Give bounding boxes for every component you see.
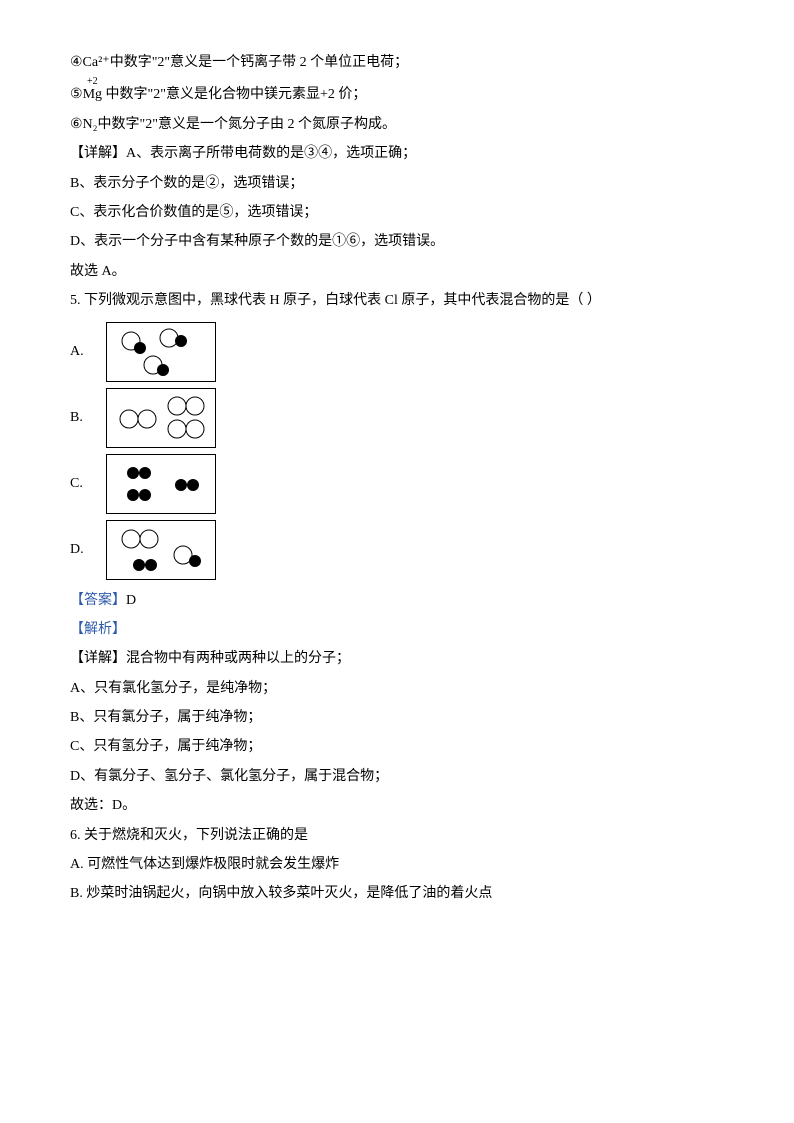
option-b-row: B. xyxy=(70,388,724,448)
option-d-row: D. xyxy=(70,520,724,580)
diagram-a xyxy=(106,322,216,382)
question-5: 5. 下列微观示意图中，黑球代表 H 原子，白球代表 Cl 原子，其中代表混合物… xyxy=(70,286,724,315)
diagram-c xyxy=(106,454,216,514)
text-line: C、只有氢分子，属于纯净物； xyxy=(70,732,724,761)
text-line: D、有氯分子、氢分子、氯化氢分子，属于混合物； xyxy=(70,762,724,791)
answer-label: 【答案】 xyxy=(70,593,126,608)
text: 中数字"2"意义是化合物中镁元素显+2 价； xyxy=(102,87,366,102)
text-line: ④Ca²⁺中数字"2"意义是一个钙离子带 2 个单位正电荷； xyxy=(70,48,724,77)
text-line: 【详解】混合物中有两种或两种以上的分子； xyxy=(70,644,724,673)
question-6: 6. 关于燃烧和灭火，下列说法正确的是 xyxy=(70,821,724,850)
option-a-row: A. xyxy=(70,322,724,382)
text-line: A、只有氯化氢分子，是纯净物； xyxy=(70,674,724,703)
option-a-label: A. xyxy=(70,337,92,366)
mg-element: Mg xyxy=(83,88,102,102)
text-line: 故选：D。 xyxy=(70,791,724,820)
text-line: B. 炒菜时油锅起火，向锅中放入较多菜叶灭火，是降低了油的着火点 xyxy=(70,879,724,908)
mg-symbol: +2Mg xyxy=(83,77,102,102)
document-page: ④Ca²⁺中数字"2"意义是一个钙离子带 2 个单位正电荷； ⑤+2Mg 中数字… xyxy=(0,0,794,909)
text-line: B、表示分子个数的是②，选项错误； xyxy=(70,169,724,198)
diagram-d xyxy=(106,520,216,580)
text-line: 【详解】A、表示离子所带电荷数的是③④，选项正确； xyxy=(70,139,724,168)
option-c-label: C. xyxy=(70,469,92,498)
text-line: A. 可燃性气体达到爆炸极限时就会发生爆炸 xyxy=(70,850,724,879)
mg-charge: +2 xyxy=(83,77,102,87)
parse-line: 【解析】 xyxy=(70,615,724,644)
option-c-row: C. xyxy=(70,454,724,514)
option-d-label: D. xyxy=(70,535,92,564)
text: ⑤ xyxy=(70,87,83,102)
text-line: ⑥N₂中数字"2"意义是一个氮分子由 2 个氮原子构成。 xyxy=(70,110,724,139)
option-b-label: B. xyxy=(70,403,92,432)
diagram-b xyxy=(106,388,216,448)
text-line: D、表示一个分子中含有某种原子个数的是①⑥，选项错误。 xyxy=(70,227,724,256)
text-line: ⑤+2Mg 中数字"2"意义是化合物中镁元素显+2 价； xyxy=(70,77,724,109)
text-line: 故选 A。 xyxy=(70,257,724,286)
answer-line: 【答案】D xyxy=(70,586,724,615)
answer-value: D xyxy=(126,593,136,608)
text-line: B、只有氯分子，属于纯净物； xyxy=(70,703,724,732)
text-line: C、表示化合价数值的是⑤，选项错误； xyxy=(70,198,724,227)
parse-label: 【解析】 xyxy=(70,622,126,637)
